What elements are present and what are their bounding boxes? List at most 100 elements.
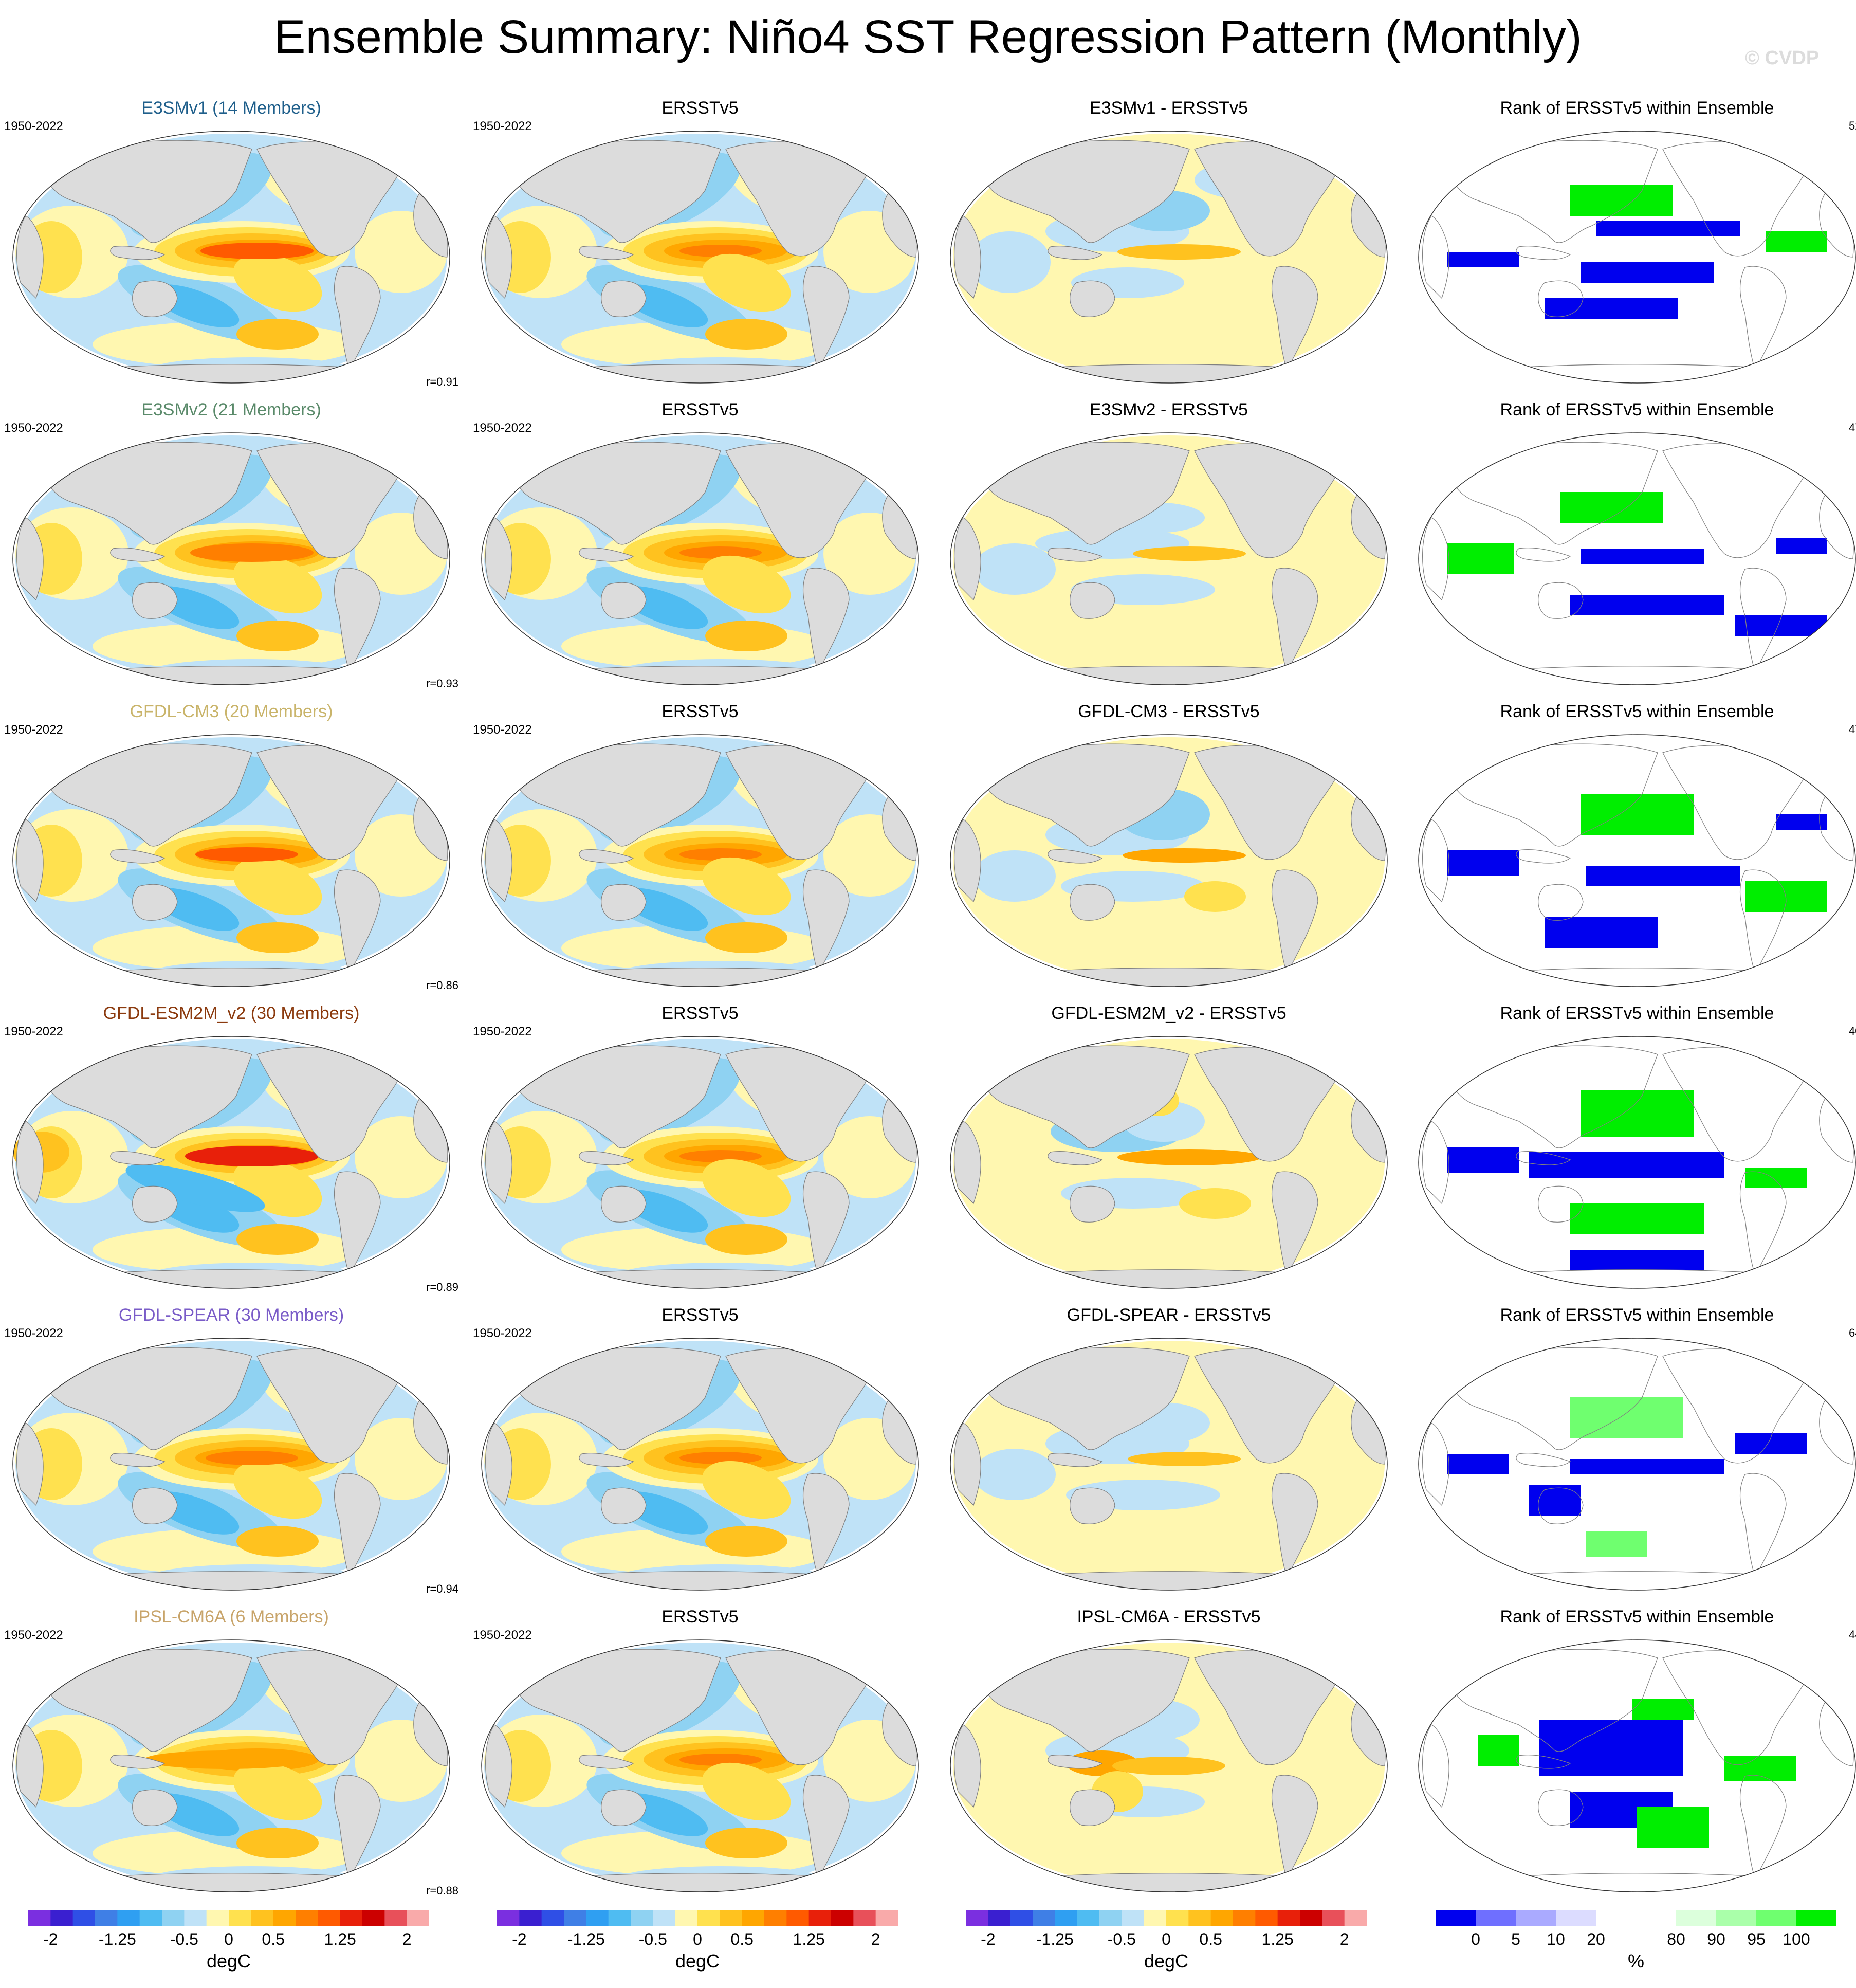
australia-landmass — [132, 1789, 178, 1826]
colorbar-tick-label: -2 — [512, 1930, 527, 1948]
colorbar-tick-label: 0 — [1162, 1930, 1171, 1948]
sst-colorbar-swatch — [362, 1910, 385, 1926]
rank-region — [1570, 1203, 1704, 1234]
africa-landmass — [953, 1422, 981, 1506]
model-panel-row-2: E3SMv2 (21 Members) 1950-2022 r=0.93 — [4, 399, 458, 696]
rank-colorbar-swatch — [1436, 1910, 1476, 1926]
sst-anomaly-patch — [973, 543, 1056, 595]
eurasia-landmass — [1446, 1649, 1658, 1752]
year-range-label: 1950-2022 — [4, 1025, 63, 1038]
continents — [485, 140, 917, 383]
year-range-label: 1950-2022 — [4, 723, 63, 737]
rank-panel-row-4: Rank of ERSSTv5 within Ensemble 40% — [1411, 1003, 1856, 1299]
rank-region — [1766, 231, 1827, 252]
maritime-continent-landmass — [110, 1151, 166, 1165]
model-panel-row-5: GFDL-SPEAR (30 Members) 1950-2022 r=0.94 — [4, 1305, 458, 1601]
colorbar-tick-label: 0.5 — [262, 1930, 285, 1948]
map-border — [1418, 1639, 1856, 1892]
australia-landmass — [132, 582, 178, 619]
model-map — [12, 1338, 450, 1591]
diff-panel-title: GFDL-SPEAR - ERSSTv5 — [1067, 1305, 1271, 1325]
antarctica-landmass — [71, 1571, 392, 1590]
sst-anomaly-patch — [233, 555, 322, 614]
obs-panel-row-6: ERSSTv5 1950-2022 — [473, 1607, 926, 1903]
rank-region — [1596, 221, 1740, 236]
map-fill — [1421, 1643, 1854, 1892]
africa-landmass — [485, 1121, 512, 1205]
sst-anomaly-patch — [705, 1828, 787, 1858]
rank-region — [1447, 543, 1514, 574]
year-range-label: 1950-2022 — [4, 421, 63, 435]
rank-panel-row-5: Rank of ERSSTv5 within Ensemble 64% — [1411, 1305, 1856, 1601]
eurasia-landmass — [978, 1347, 1190, 1450]
antarctica-landmass — [540, 364, 860, 383]
sst-colorbar-swatch — [1188, 1910, 1211, 1926]
map-fill — [1421, 1039, 1854, 1288]
map-border — [1418, 1338, 1856, 1591]
continents — [16, 1649, 448, 1892]
model-panel-row-1: E3SMv1 (14 Members) 1950-2022 r=0.91 — [4, 98, 458, 394]
sst-anomaly-patch — [705, 922, 787, 953]
eurasia-landmass — [978, 1649, 1190, 1752]
sst-anomaly-patch — [1184, 881, 1246, 912]
map-border — [12, 1338, 450, 1591]
sst-anomaly-patch — [233, 1461, 322, 1519]
sst-colorbar-swatch — [139, 1910, 162, 1926]
year-range-label: 1950-2022 — [4, 1326, 63, 1340]
diff-map — [950, 734, 1388, 987]
colorbar-tick-label: -0.5 — [638, 1930, 667, 1948]
maritime-continent-landmass — [1048, 1453, 1103, 1467]
rank-region — [1529, 1485, 1581, 1516]
eurasia-landmass — [41, 1649, 252, 1752]
rank-region — [1735, 1433, 1807, 1454]
colorbar-tick-label: 0.5 — [730, 1930, 754, 1948]
model-panel-title: GFDL-CM3 (20 Members) — [130, 702, 333, 721]
sst-colorbar-swatch — [720, 1910, 743, 1926]
obs-panel-row-3: ERSSTv5 1950-2022 — [473, 701, 926, 997]
rank-panel-row-2: Rank of ERSSTv5 within Ensemble 47% — [1411, 399, 1856, 696]
rank-region — [1478, 1735, 1519, 1766]
rank-panel-title: Rank of ERSSTv5 within Ensemble — [1500, 98, 1774, 118]
map-border — [950, 1639, 1388, 1892]
sst-colorbar-swatch — [1033, 1910, 1055, 1926]
antarctica-landmass — [1008, 1269, 1329, 1288]
map-fill — [953, 1039, 1386, 1288]
africa-landmass — [1422, 517, 1449, 601]
sst-colorbar-swatch — [1099, 1910, 1122, 1926]
sst-colorbar-swatch — [296, 1910, 318, 1926]
sst-anomaly-patch — [702, 1461, 791, 1519]
rank-region — [1632, 1699, 1694, 1720]
map-fill — [15, 435, 448, 685]
map-border — [481, 432, 919, 685]
sst-anomaly-patch — [185, 1146, 319, 1166]
rank-region — [1724, 1756, 1796, 1781]
rank-region — [1776, 814, 1827, 830]
sst-colorbar-swatch — [318, 1910, 341, 1926]
rank-map — [1418, 1639, 1856, 1892]
maritime-continent-landmass — [1516, 849, 1571, 864]
australia-landmass — [601, 1487, 647, 1524]
year-range-label: 1950-2022 — [473, 1025, 532, 1038]
africa-landmass — [1422, 819, 1449, 903]
rank-region — [1570, 1459, 1724, 1474]
map-border — [12, 131, 450, 384]
eurasia-landmass — [1446, 743, 1658, 847]
australia-landmass — [132, 884, 178, 921]
australia-landmass — [601, 1185, 647, 1223]
model-map — [12, 1639, 450, 1892]
africa-landmass — [16, 1724, 44, 1808]
map-fill — [1421, 134, 1854, 383]
rank-colorbar-swatch — [1676, 1910, 1717, 1926]
antarctica-landmass — [540, 1873, 860, 1892]
maritime-continent-landmass — [579, 1151, 634, 1165]
obs-panel-row-5: ERSSTv5 1950-2022 — [473, 1305, 926, 1601]
pattern-correlation-label: r=0.94 — [426, 1582, 458, 1595]
diff-map — [950, 1338, 1388, 1591]
maritime-continent-landmass — [110, 548, 166, 562]
rank-colorbar-swatch — [1476, 1910, 1516, 1926]
maritime-continent-landmass — [1048, 246, 1103, 260]
rank-region — [1637, 1807, 1709, 1848]
australia-landmass — [1070, 1487, 1115, 1524]
sst-colorbar-swatch — [808, 1910, 832, 1926]
antarctica-landmass — [71, 1873, 392, 1892]
